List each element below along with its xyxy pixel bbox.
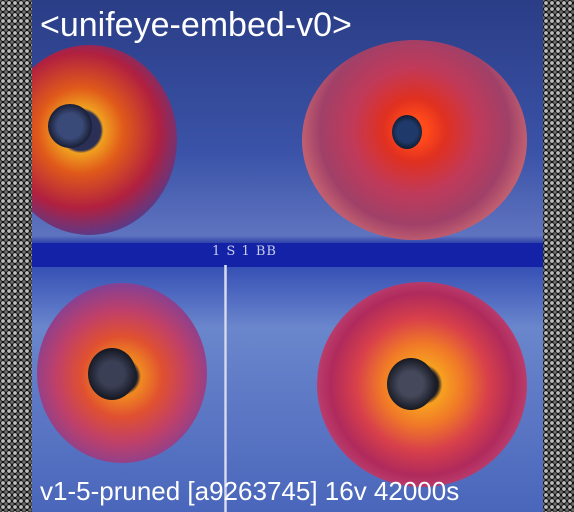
model-footer: v1-5-pruned [a9263745] 16v 42000s	[40, 476, 460, 506]
generated-image: 1 S 1 BB	[32, 0, 543, 512]
vertical-rod	[224, 265, 227, 512]
horizontal-band	[32, 243, 543, 267]
nucleus-top-right	[392, 115, 422, 149]
nucleus-bottom-left	[88, 348, 136, 400]
nucleus-top-left	[48, 104, 92, 148]
nucleus-bottom-right	[387, 358, 435, 410]
left-pattern-strip	[0, 0, 32, 512]
band-label: 1 S 1 BB	[212, 244, 277, 259]
model-title: <unifeye-embed-v0>	[40, 6, 352, 44]
right-pattern-strip	[543, 0, 574, 512]
